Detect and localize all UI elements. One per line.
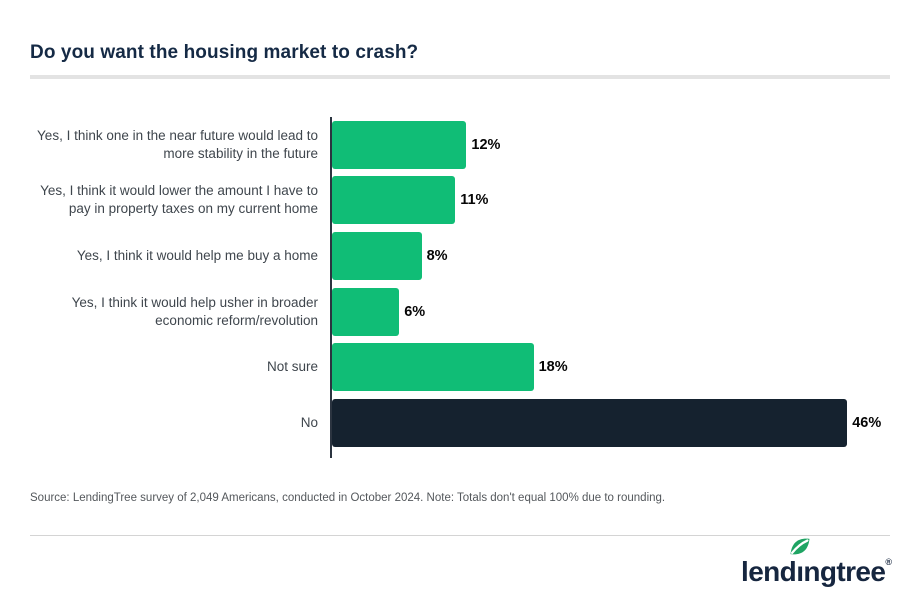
value-label: 46% — [852, 414, 882, 431]
bar-track: 8% — [318, 228, 918, 284]
chart-row: Not sure 18% — [30, 339, 918, 395]
bar — [332, 398, 848, 447]
bar — [332, 176, 456, 225]
title-divider — [30, 75, 890, 79]
value-label: 8% — [426, 247, 448, 264]
bar-track: 18% — [318, 339, 918, 395]
chart-row: No 46% — [30, 395, 918, 451]
bar — [332, 287, 400, 336]
bar-track: 12% — [318, 117, 918, 173]
bar-track: 6% — [318, 284, 918, 340]
chart-rows: Yes, I think one in the near future woul… — [30, 117, 918, 451]
bar-track: 46% — [318, 395, 918, 451]
logo-leaf-letter: ı — [796, 556, 804, 587]
category-label: Yes, I think it would help me buy a home — [76, 247, 318, 263]
leaf-icon — [790, 538, 810, 555]
value-label: 6% — [404, 303, 426, 320]
registered-trademark: ® — [885, 557, 892, 567]
logo-letter-i: ı — [790, 538, 810, 588]
category-label: Yes, I think one in the near future woul… — [37, 127, 318, 161]
plot-area: Yes, I think one in the near future woul… — [30, 117, 918, 458]
y-axis-line — [330, 117, 332, 458]
category-label: No — [300, 414, 318, 430]
chart-row: Yes, I think it would help usher in broa… — [30, 284, 918, 340]
chart-row: Yes, I think one in the near future woul… — [30, 117, 918, 173]
chart-row: Yes, I think it would lower the amount I… — [30, 173, 918, 229]
lendingtree-logo: lend ıngtree® — [741, 538, 892, 588]
source-note: Source: LendingTree survey of 2,049 Amer… — [30, 492, 666, 504]
bar — [332, 120, 467, 169]
value-label: 12% — [471, 136, 501, 153]
bar — [332, 343, 534, 392]
logo-text-after: ngtree — [803, 556, 886, 587]
bar-chart: Yes, I think one in the near future woul… — [30, 117, 918, 458]
category-label: Yes, I think it would help usher in broa… — [71, 294, 318, 328]
chart-title: Do you want the housing market to crash? — [30, 42, 419, 63]
logo-text-before: lend — [741, 556, 797, 587]
footer-divider — [30, 535, 890, 536]
category-label: Not sure — [266, 359, 318, 375]
category-label: Yes, I think it would lower the amount I… — [40, 183, 318, 217]
bar — [332, 231, 422, 280]
chart-row: Yes, I think it would help me buy a home… — [30, 228, 918, 284]
bar-track: 11% — [318, 173, 918, 229]
value-label: 11% — [460, 192, 489, 209]
value-label: 18% — [538, 359, 568, 376]
